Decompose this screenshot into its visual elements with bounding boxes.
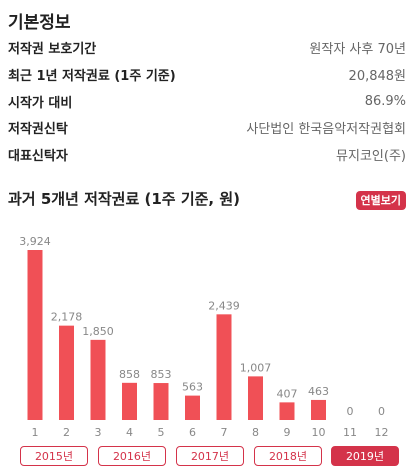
chart-x-tick-label: 9 [284,426,291,439]
chart-x-tick-label: 8 [252,426,259,439]
chart-x-tick-label: 2 [63,426,70,439]
year-tab-2015[interactable]: 2015년 [20,446,88,466]
chart-x-tick-label: 12 [375,426,389,439]
chart-value-label: 463 [308,385,329,398]
chart-title: 과거 5개년 저작권료 (1주 기준, 원) [8,190,240,208]
info-row-copyright-trust: 저작권신탁 사단법인 한국음악저작권협회 [8,114,406,140]
chart-value-label: 1,850 [82,325,114,338]
chart-x-tick-label: 6 [189,426,196,439]
info-value: 뮤지코인(주) [336,148,406,164]
info-value: 20,848원 [348,68,406,84]
info-label: 최근 1년 저작권료 (1주 기준) [8,68,176,84]
info-value: 원작자 사후 70년 [309,41,406,57]
year-tab-2019[interactable]: 2019년 [331,446,399,466]
info-value: 사단법인 한국음악저작권협회 [246,121,406,137]
year-tab-2017[interactable]: 2017년 [176,446,244,466]
info-label: 시작가 대비 [8,95,73,111]
info-row-vs-start-price: 시작가 대비 86.9% [8,88,406,114]
chart-bar-9 [279,402,295,420]
chart-x-tick-label: 7 [221,426,228,439]
chart-value-label: 2,439 [208,299,240,312]
chart-bar-2 [59,325,74,420]
chart-x-tick-label: 11 [343,426,357,439]
chart-bar-1 [27,250,43,420]
chart-bar-4 [122,382,137,420]
info-label: 저작권신탁 [8,121,68,137]
chart-value-label: 0 [347,405,354,418]
chart-value-label: 407 [277,387,298,400]
chart-x-tick-label: 1 [32,426,39,439]
chart-bar-8 [248,376,263,420]
yearly-view-button[interactable]: 연별보기 [355,191,406,210]
info-value: 86.9% [364,93,406,109]
info-label: 저작권 보호기간 [8,41,97,57]
year-tabs: 2015년 2016년 2017년 2018년 2019년 [20,446,400,468]
info-label: 대표신탁자 [8,148,68,164]
chart-x-tick-label: 5 [158,426,165,439]
chart-value-label: 3,924 [19,235,51,248]
chart-value-label: 2,178 [51,311,83,324]
chart-value-label: 853 [151,368,172,381]
chart-value-label: 0 [378,405,385,418]
chart-value-label: 1,007 [240,361,272,374]
year-tab-2016[interactable]: 2016년 [98,446,166,466]
chart-value-label: 858 [119,368,140,381]
chart-x-tick-label: 10 [312,426,326,439]
year-tab-2018[interactable]: 2018년 [254,446,322,466]
royalty-bar-chart: 3,924 1 2,178 2 1,850 3 858 4 853 5 563 6 2,439 7 1,00… [19,235,389,439]
chart-bar-3 [90,339,106,420]
basic-info-title: 기본정보 [8,13,71,33]
chart-bar-10 [311,399,326,420]
info-row-representative-trustee: 대표신탁자 뮤지코인(주) [8,141,406,167]
info-row-recent-royalty: 최근 1년 저작권료 (1주 기준) 20,848원 [8,61,406,87]
info-row-protection-period: 저작권 보호기간 원작자 사후 70년 [8,34,406,60]
chart-bar-6 [185,395,200,420]
chart-x-tick-label: 4 [126,426,133,439]
chart-value-label: 563 [182,381,203,394]
chart-bar-5 [153,383,169,420]
chart-bar-7 [216,314,232,420]
chart-x-tick-label: 3 [95,426,102,439]
